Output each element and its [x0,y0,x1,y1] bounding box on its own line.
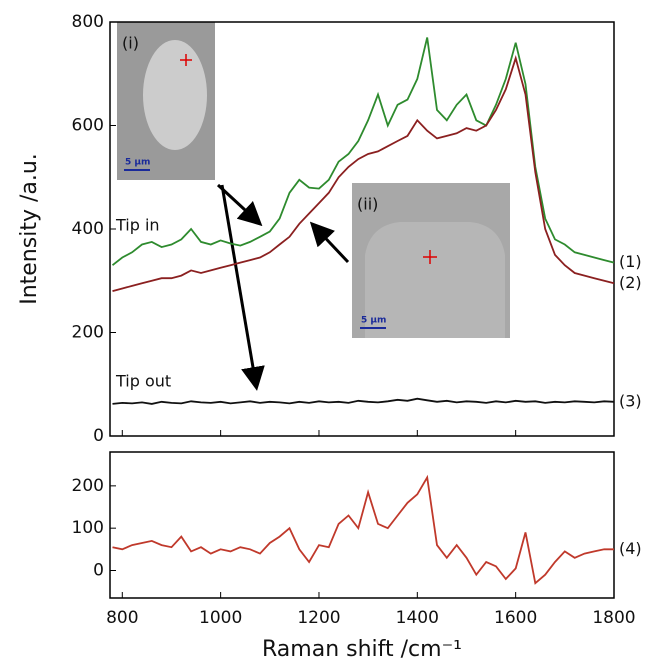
insets: (i) 5 µm (ii) 5 µm [117,22,510,338]
series-label: (3) [619,391,642,410]
series-label: (4) [619,539,642,558]
annotation: Tip out [115,372,171,391]
y-tick-label: 200 [72,323,104,343]
y-axis-title: Intensity /a.u. [17,153,42,305]
x-tick-label: 1200 [297,608,340,628]
inset-tip [365,222,505,338]
x-axis-title: Raman shift /cm⁻¹ [262,637,462,662]
series-line [112,474,614,585]
x-tick-label: 1600 [494,608,537,628]
inset-particle [143,40,207,150]
plot-frame [109,451,615,599]
arrows [216,183,350,391]
series-label: (2) [619,273,642,292]
series-label: (1) [619,252,642,271]
inset-label: (i) [122,34,139,53]
y-tick-label: 800 [72,12,104,32]
y-tick-label: 100 [72,518,104,538]
annotation: Tip in [115,216,160,235]
y-tick-label: 0 [93,426,104,446]
series-line [111,37,615,266]
arrow [309,221,350,264]
scale-label: 5 µm [125,158,150,168]
x-tick-label: 1000 [199,608,242,628]
x-tick-label: 1800 [592,608,635,628]
y-tick-label: 200 [72,476,104,496]
arrow [216,183,263,227]
y-tick-label: 600 [72,116,104,136]
inset-label: (ii) [357,195,378,214]
series-line [112,397,615,405]
x-tick-label: 800 [106,608,138,628]
inset-marker [423,250,437,264]
series-line [112,55,615,292]
y-tick-label: 400 [72,219,104,239]
x-tick-label: 1400 [396,608,439,628]
y-tick-label: 0 [93,560,104,580]
inset-marker [180,54,192,66]
arrow [220,184,265,391]
scale-label: 5 µm [361,316,386,326]
